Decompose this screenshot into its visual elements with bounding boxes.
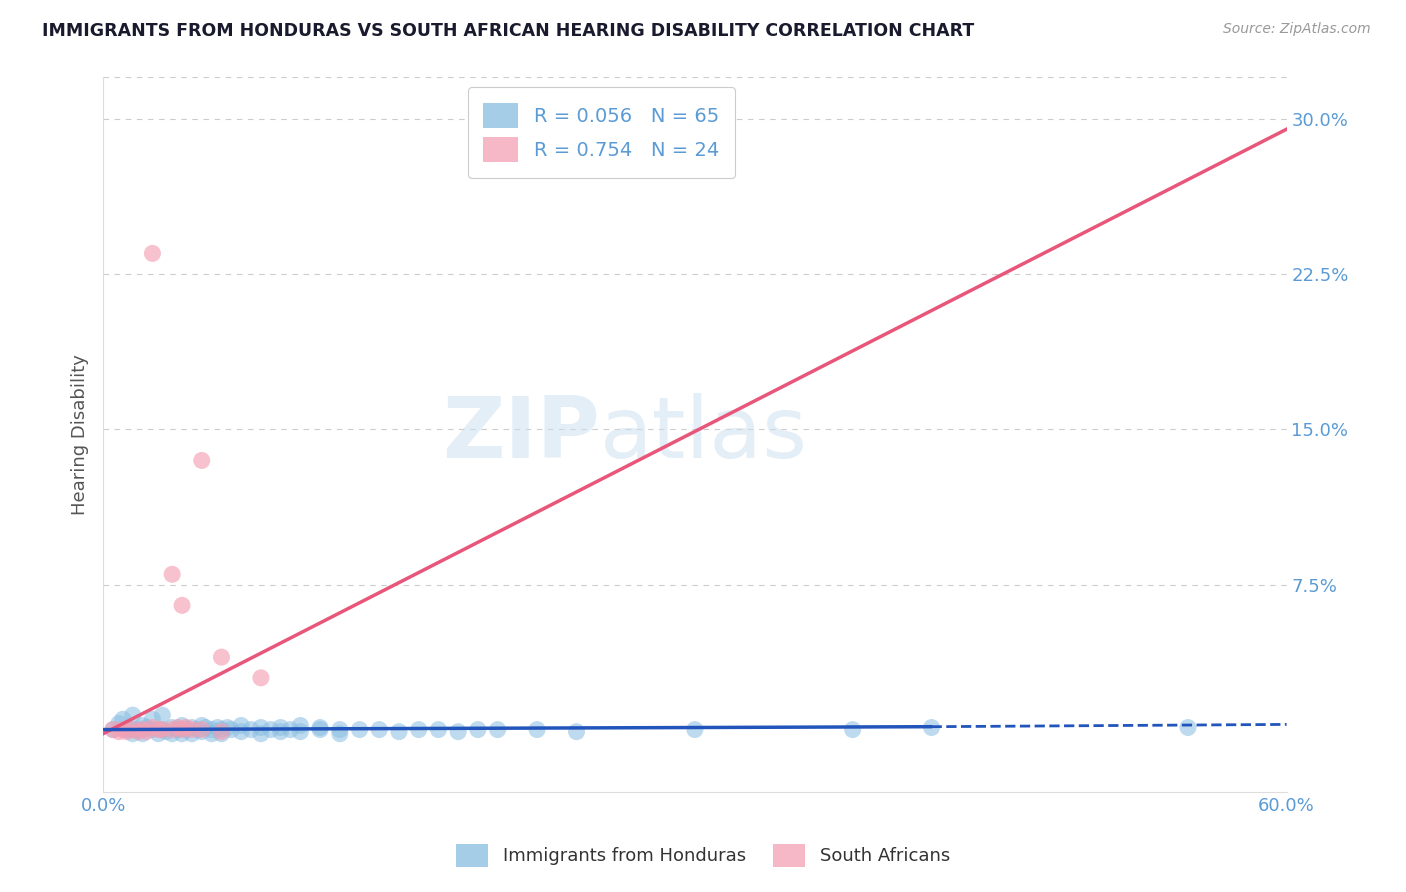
- Point: [108, 716, 131, 731]
- Text: Source: ZipAtlas.com: Source: ZipAtlas.com: [1223, 22, 1371, 37]
- Point: [121, 727, 143, 741]
- Point: [101, 723, 124, 737]
- Point: [427, 723, 450, 737]
- Point: [141, 723, 163, 737]
- Point: [270, 721, 292, 735]
- Point: [250, 721, 273, 735]
- Y-axis label: Hearing Disability: Hearing Disability: [72, 354, 89, 515]
- Point: [447, 724, 470, 739]
- Point: [121, 723, 143, 737]
- Point: [368, 723, 391, 737]
- Point: [135, 724, 157, 739]
- Point: [121, 723, 143, 737]
- Legend: R = 0.056   N = 65, R = 0.754   N = 24: R = 0.056 N = 65, R = 0.754 N = 24: [468, 87, 735, 178]
- Point: [290, 718, 312, 732]
- Point: [290, 724, 312, 739]
- Point: [211, 724, 233, 739]
- Point: [135, 721, 157, 735]
- Point: [187, 723, 209, 737]
- Point: [148, 727, 170, 741]
- Text: IMMIGRANTS FROM HONDURAS VS SOUTH AFRICAN HEARING DISABILITY CORRELATION CHART: IMMIGRANTS FROM HONDURAS VS SOUTH AFRICA…: [42, 22, 974, 40]
- Point: [231, 724, 253, 739]
- Point: [115, 723, 138, 737]
- Point: [211, 727, 233, 741]
- Text: atlas: atlas: [600, 393, 808, 476]
- Point: [170, 599, 193, 613]
- Point: [150, 723, 173, 737]
- Point: [190, 453, 212, 467]
- Point: [160, 727, 183, 741]
- Point: [148, 723, 170, 737]
- Point: [349, 723, 371, 737]
- Point: [167, 721, 190, 735]
- Point: [467, 723, 489, 737]
- Point: [329, 727, 352, 741]
- Point: [180, 727, 202, 741]
- Point: [115, 724, 138, 739]
- Point: [329, 723, 352, 737]
- Point: [280, 723, 302, 737]
- Point: [921, 721, 943, 735]
- Point: [270, 724, 292, 739]
- Point: [111, 712, 134, 726]
- Point: [131, 718, 153, 732]
- Point: [211, 650, 233, 665]
- Point: [128, 723, 150, 737]
- Point: [180, 723, 202, 737]
- Point: [131, 723, 153, 737]
- Point: [160, 723, 183, 737]
- Point: [180, 721, 202, 735]
- Point: [167, 723, 190, 737]
- Point: [408, 723, 430, 737]
- Point: [121, 708, 143, 723]
- Point: [217, 721, 239, 735]
- Point: [565, 724, 588, 739]
- Point: [190, 723, 212, 737]
- Point: [207, 721, 229, 735]
- Point: [683, 723, 706, 737]
- Point: [150, 723, 173, 737]
- Point: [309, 723, 332, 737]
- Point: [160, 567, 183, 582]
- Point: [155, 724, 177, 739]
- Point: [170, 718, 193, 732]
- Point: [174, 721, 197, 735]
- Point: [141, 721, 163, 735]
- Point: [128, 724, 150, 739]
- Point: [486, 723, 509, 737]
- Point: [201, 727, 224, 741]
- Point: [101, 723, 124, 737]
- Point: [111, 723, 134, 737]
- Point: [841, 723, 863, 737]
- Point: [141, 712, 163, 726]
- Point: [141, 246, 163, 260]
- Point: [170, 727, 193, 741]
- Point: [231, 718, 253, 732]
- Point: [160, 721, 183, 735]
- Point: [174, 723, 197, 737]
- Text: ZIP: ZIP: [443, 393, 600, 476]
- Point: [250, 671, 273, 685]
- Point: [170, 723, 193, 737]
- Point: [108, 724, 131, 739]
- Point: [190, 724, 212, 739]
- Point: [240, 723, 263, 737]
- Point: [388, 724, 411, 739]
- Legend: Immigrants from Honduras, South Africans: Immigrants from Honduras, South Africans: [449, 837, 957, 874]
- Point: [211, 723, 233, 737]
- Point: [131, 727, 153, 741]
- Point: [1177, 721, 1199, 735]
- Point: [190, 718, 212, 732]
- Point: [260, 723, 283, 737]
- Point: [201, 723, 224, 737]
- Point: [150, 708, 173, 723]
- Point: [194, 721, 217, 735]
- Point: [309, 721, 332, 735]
- Point: [526, 723, 548, 737]
- Point: [250, 727, 273, 741]
- Point: [221, 723, 243, 737]
